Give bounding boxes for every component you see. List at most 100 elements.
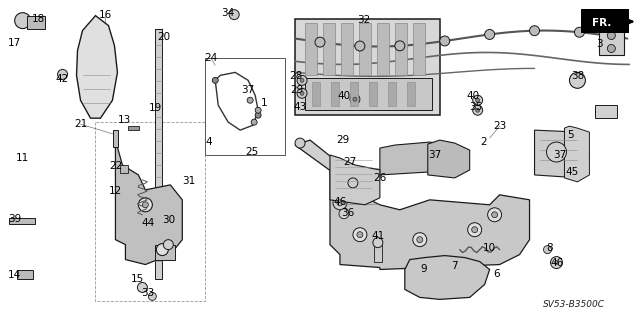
Text: 14: 14 (8, 271, 21, 280)
Polygon shape (330, 160, 529, 270)
Text: 13: 13 (118, 115, 131, 125)
Text: 4: 4 (206, 137, 212, 147)
Text: 15: 15 (131, 274, 144, 285)
Text: 1: 1 (261, 98, 268, 108)
Polygon shape (350, 82, 358, 106)
Text: 27: 27 (343, 157, 356, 167)
Text: 20: 20 (157, 32, 170, 41)
Polygon shape (600, 26, 625, 56)
Circle shape (476, 98, 479, 102)
Polygon shape (380, 142, 450, 175)
Text: 16: 16 (99, 10, 112, 20)
Text: 9: 9 (420, 263, 427, 273)
Polygon shape (330, 155, 380, 205)
Text: 29: 29 (337, 135, 349, 145)
Circle shape (473, 95, 483, 105)
Polygon shape (374, 245, 382, 262)
Text: 30: 30 (162, 215, 175, 225)
Polygon shape (595, 105, 618, 118)
Text: 23: 23 (493, 121, 506, 131)
Text: 41: 41 (371, 231, 385, 241)
Polygon shape (581, 9, 629, 33)
Text: 42: 42 (56, 74, 69, 84)
Text: 32: 32 (357, 15, 371, 25)
Polygon shape (156, 245, 175, 260)
Circle shape (355, 41, 365, 51)
Polygon shape (407, 82, 415, 106)
Circle shape (315, 37, 325, 47)
Circle shape (15, 13, 31, 29)
Circle shape (348, 178, 358, 188)
Polygon shape (359, 23, 371, 75)
Polygon shape (156, 29, 163, 279)
Circle shape (488, 208, 502, 222)
Text: 29: 29 (291, 85, 303, 95)
Polygon shape (295, 140, 360, 185)
Text: 46: 46 (333, 197, 347, 207)
Polygon shape (534, 130, 589, 178)
Text: 43: 43 (293, 102, 307, 112)
Circle shape (607, 45, 615, 52)
Text: 35: 35 (469, 102, 483, 112)
Text: 36: 36 (341, 208, 355, 218)
Polygon shape (9, 218, 35, 224)
Circle shape (547, 142, 566, 162)
Text: 11: 11 (16, 153, 29, 163)
Circle shape (337, 200, 343, 206)
Circle shape (413, 233, 427, 247)
Circle shape (333, 196, 347, 210)
Polygon shape (77, 16, 118, 118)
Polygon shape (564, 126, 589, 182)
Polygon shape (17, 270, 33, 279)
Circle shape (440, 36, 450, 46)
Text: 8: 8 (546, 243, 553, 253)
Text: 34: 34 (221, 8, 235, 18)
Circle shape (373, 238, 383, 248)
Text: 40: 40 (337, 91, 351, 101)
Text: 7: 7 (451, 261, 458, 271)
Text: 38: 38 (571, 71, 584, 81)
Circle shape (148, 293, 156, 300)
Circle shape (357, 232, 363, 238)
Circle shape (353, 228, 367, 241)
Text: 40: 40 (466, 91, 479, 101)
Polygon shape (27, 16, 45, 29)
Circle shape (339, 209, 349, 219)
Polygon shape (405, 256, 490, 300)
Text: 24: 24 (205, 54, 218, 63)
Text: FR.: FR. (593, 18, 612, 28)
Text: 18: 18 (32, 14, 45, 24)
Circle shape (255, 107, 261, 113)
Polygon shape (395, 23, 407, 75)
Circle shape (295, 138, 305, 148)
Polygon shape (323, 23, 335, 75)
Polygon shape (377, 23, 389, 75)
Circle shape (484, 29, 495, 40)
Circle shape (468, 223, 482, 237)
Circle shape (58, 70, 68, 79)
Polygon shape (120, 165, 129, 173)
Text: 2: 2 (481, 137, 487, 147)
Polygon shape (369, 82, 377, 106)
Polygon shape (341, 23, 353, 75)
Polygon shape (331, 82, 339, 106)
Text: 39: 39 (8, 214, 21, 224)
Text: 37: 37 (428, 150, 442, 160)
Circle shape (163, 240, 173, 249)
Text: 6: 6 (493, 269, 500, 278)
Text: SV53-B3500C: SV53-B3500C (543, 300, 605, 309)
Text: 33: 33 (141, 288, 154, 298)
Text: 3: 3 (596, 39, 603, 48)
Polygon shape (305, 23, 317, 75)
Polygon shape (312, 82, 320, 106)
Circle shape (550, 256, 563, 269)
Polygon shape (388, 82, 396, 106)
Circle shape (300, 91, 304, 95)
Polygon shape (305, 78, 432, 110)
Text: 31: 31 (182, 176, 195, 186)
Text: 46: 46 (551, 257, 564, 268)
Text: 37: 37 (241, 85, 255, 95)
Circle shape (255, 112, 261, 118)
Text: 12: 12 (109, 186, 122, 196)
Polygon shape (115, 140, 182, 264)
